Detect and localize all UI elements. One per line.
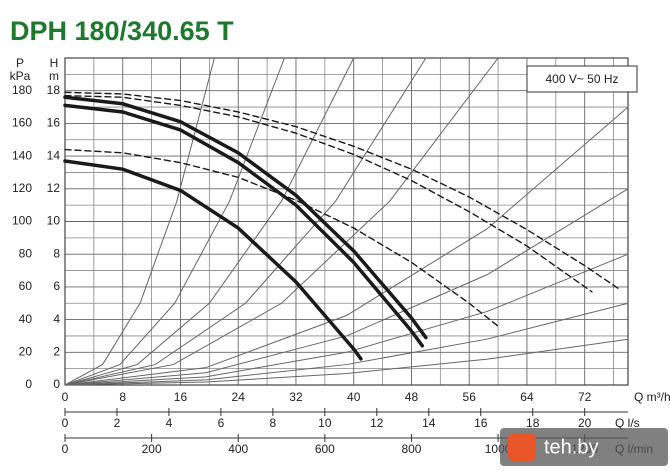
annotation-box [526,65,638,93]
y2-tick-label: 0 [25,377,32,391]
y2-tick-label: 180 [12,83,32,97]
y-tick-label: 18 [47,83,61,97]
y2-tick-label: 80 [19,246,33,260]
y2-tick-label: 40 [19,312,33,326]
curve-solid [63,103,425,348]
x-tick-label: 72 [578,390,592,404]
y2-tick-label: 120 [12,181,32,195]
curve-solid [63,159,363,361]
secondary-tick-label: 4 [166,416,173,430]
x-tick-label: 40 [347,390,361,404]
y-unit: m [49,69,59,83]
watermark: teh.by [544,436,598,458]
secondary-tick-label: 6 [218,416,225,430]
secondary-tick-label: 200 [142,442,162,456]
curve-dashed [64,94,593,293]
y-tick-label: 10 [47,214,61,228]
secondary-tick-label: 2 [114,416,121,430]
secondary-tick-label: 10 [318,416,332,430]
y-tick-label: 0 [53,377,60,391]
curve-thin [64,57,285,386]
x-tick-label: 48 [405,390,419,404]
secondary-label: Q l/s [615,416,640,430]
curve-thin [64,302,629,386]
secondary-tick-label: 18 [526,416,540,430]
secondary-tick-label: 400 [228,442,248,456]
curve-dashed [64,148,499,327]
curve-dashed [64,91,622,291]
curve-thin [64,57,215,386]
curve-thin [64,57,427,386]
x-tick-label: 56 [463,390,477,404]
secondary-tick-label: 0 [62,416,69,430]
secondary-tick-label: 20 [578,416,592,430]
curve-thin [64,188,629,386]
secondary-tick-label: 16 [474,416,488,430]
secondary-tick-label: 800 [401,442,421,456]
x-tick-label: 24 [232,390,246,404]
curve-thin [64,57,499,386]
x-tick-label: 0 [62,390,69,404]
secondary-tick-label: 600 [315,442,335,456]
chart-title: DPH 180/340.65 T [10,16,234,46]
y-tick-label: 2 [53,344,60,358]
secondary-tick-label: 0 [62,442,69,456]
curve-thin [64,338,629,386]
y-tick-label: 6 [53,279,60,293]
y-tick-label: 12 [47,181,61,195]
y2-label: P [16,56,24,70]
secondary-tick-label: 8 [270,416,277,430]
x-tick-label: 8 [119,390,126,404]
x-label: Q m³/h [634,390,670,404]
y2-tick-label: 160 [12,116,32,130]
y2-tick-label: 20 [19,344,33,358]
curve-thin [64,57,355,386]
y-tick-label: 14 [47,148,61,162]
y2-tick-label: 100 [12,214,32,228]
secondary-tick-label: 12 [370,416,384,430]
secondary-tick-label: 14 [422,416,436,430]
watermark-icon [508,433,536,461]
y-tick-label: 16 [47,116,61,130]
y2-tick-label: 140 [12,148,32,162]
x-tick-label: 16 [174,390,188,404]
y2-tick-label: 60 [19,279,33,293]
plot-frame [64,57,629,386]
x-tick-label: 32 [289,390,303,404]
curve-thin [64,253,629,386]
curve-thin [64,106,629,386]
y-tick-label: 8 [53,246,60,260]
y-tick-label: 4 [53,312,60,326]
y2-unit: kPa [10,69,31,83]
y-label: H [50,56,59,70]
curve-solid [63,95,428,340]
x-tick-label: 64 [520,390,534,404]
watermark-bg [500,428,668,466]
annotation: 400 V~ 50 Hz [545,72,618,86]
